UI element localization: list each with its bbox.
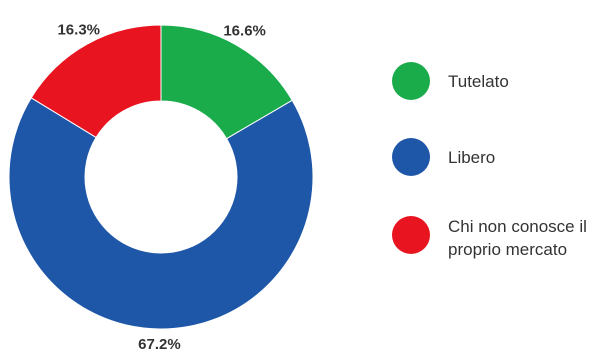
slice-libero <box>8 97 314 330</box>
legend-item-tutelato: Tutelato <box>392 62 604 100</box>
legend-item-libero: Libero <box>392 138 604 176</box>
chart-slices <box>8 24 314 330</box>
legend-swatch-libero <box>392 138 430 176</box>
slice-chi-non-conosce-il-proprio-mercato <box>30 24 162 139</box>
data-label-chi-non-conosce-il-proprio-mercato: 16.3% <box>57 21 100 38</box>
chart-data-labels: 16.6% 67.2% 16.3% <box>57 21 265 352</box>
legend-item-chi-non-conosce: Chi non conosce il proprio mercato <box>392 216 604 261</box>
legend-label-tutelato: Tutelato <box>448 72 509 91</box>
legend-swatch-chi-non-conosce <box>392 216 430 254</box>
legend-label-libero: Libero <box>448 148 496 167</box>
slice-tutelato <box>160 24 293 140</box>
legend-swatch-tutelato <box>392 62 430 100</box>
data-label-libero: 67.2% <box>138 336 181 353</box>
data-label-tutelato: 16.6% <box>223 22 266 39</box>
legend-label-chi-non-conosce: Chi non conosce il proprio mercato <box>448 217 587 259</box>
